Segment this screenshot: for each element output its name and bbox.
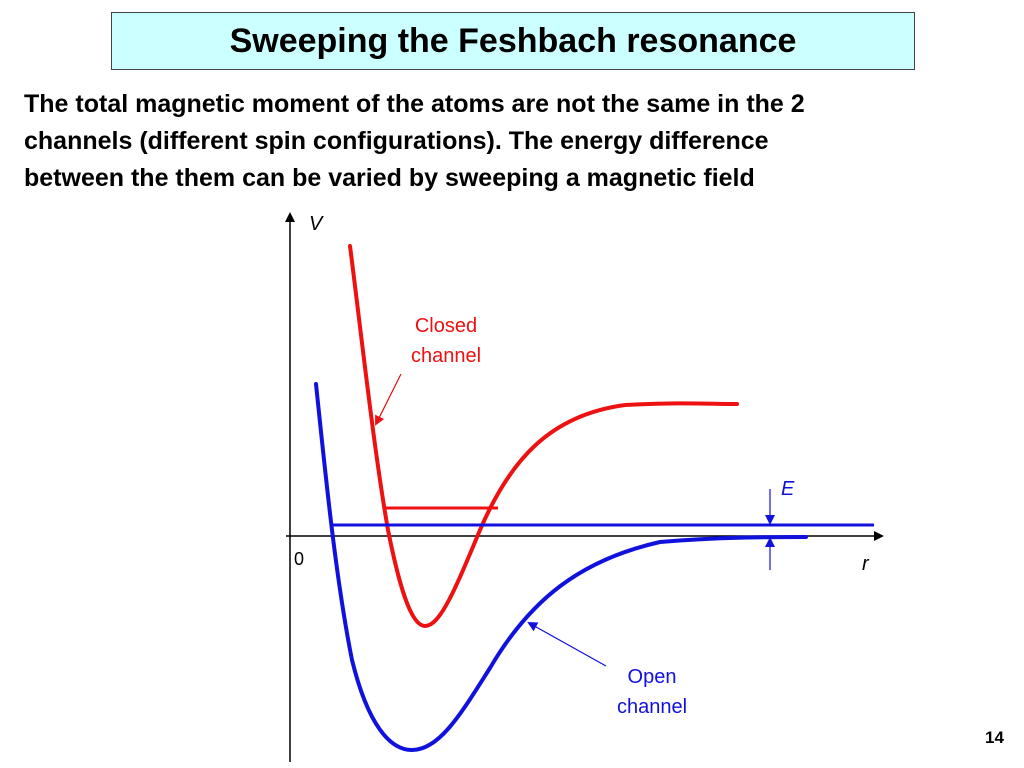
body-text: The total magnetic moment of the atoms a… (24, 86, 1014, 197)
body-line-3: between the them can be varied by sweepi… (24, 164, 755, 192)
open-channel-pointer (527, 622, 607, 667)
y-axis-label: V (309, 213, 324, 235)
page-number: 14 (985, 728, 1004, 747)
closed-channel-curve (348, 244, 739, 629)
open-channel-label-line1: Open (628, 666, 677, 688)
slide-title: Sweeping the Feshbach resonance (229, 21, 797, 60)
origin-label: 0 (294, 549, 304, 569)
open-channel-curve (314, 382, 808, 753)
closed-channel-label-line2: channel (411, 345, 481, 367)
closed-channel-label-line1: Closed (415, 315, 477, 337)
x-axis-label: r (862, 553, 870, 575)
energy-label: E (781, 478, 795, 500)
body-line-2: channels (different spin configurations)… (24, 127, 769, 155)
body-line-1: The total magnetic moment of the atoms a… (24, 90, 805, 118)
open-channel-label-line2: channel (617, 696, 687, 718)
title-box: Sweeping the Feshbach resonance (111, 12, 915, 70)
closed-channel-pointer (375, 373, 402, 426)
